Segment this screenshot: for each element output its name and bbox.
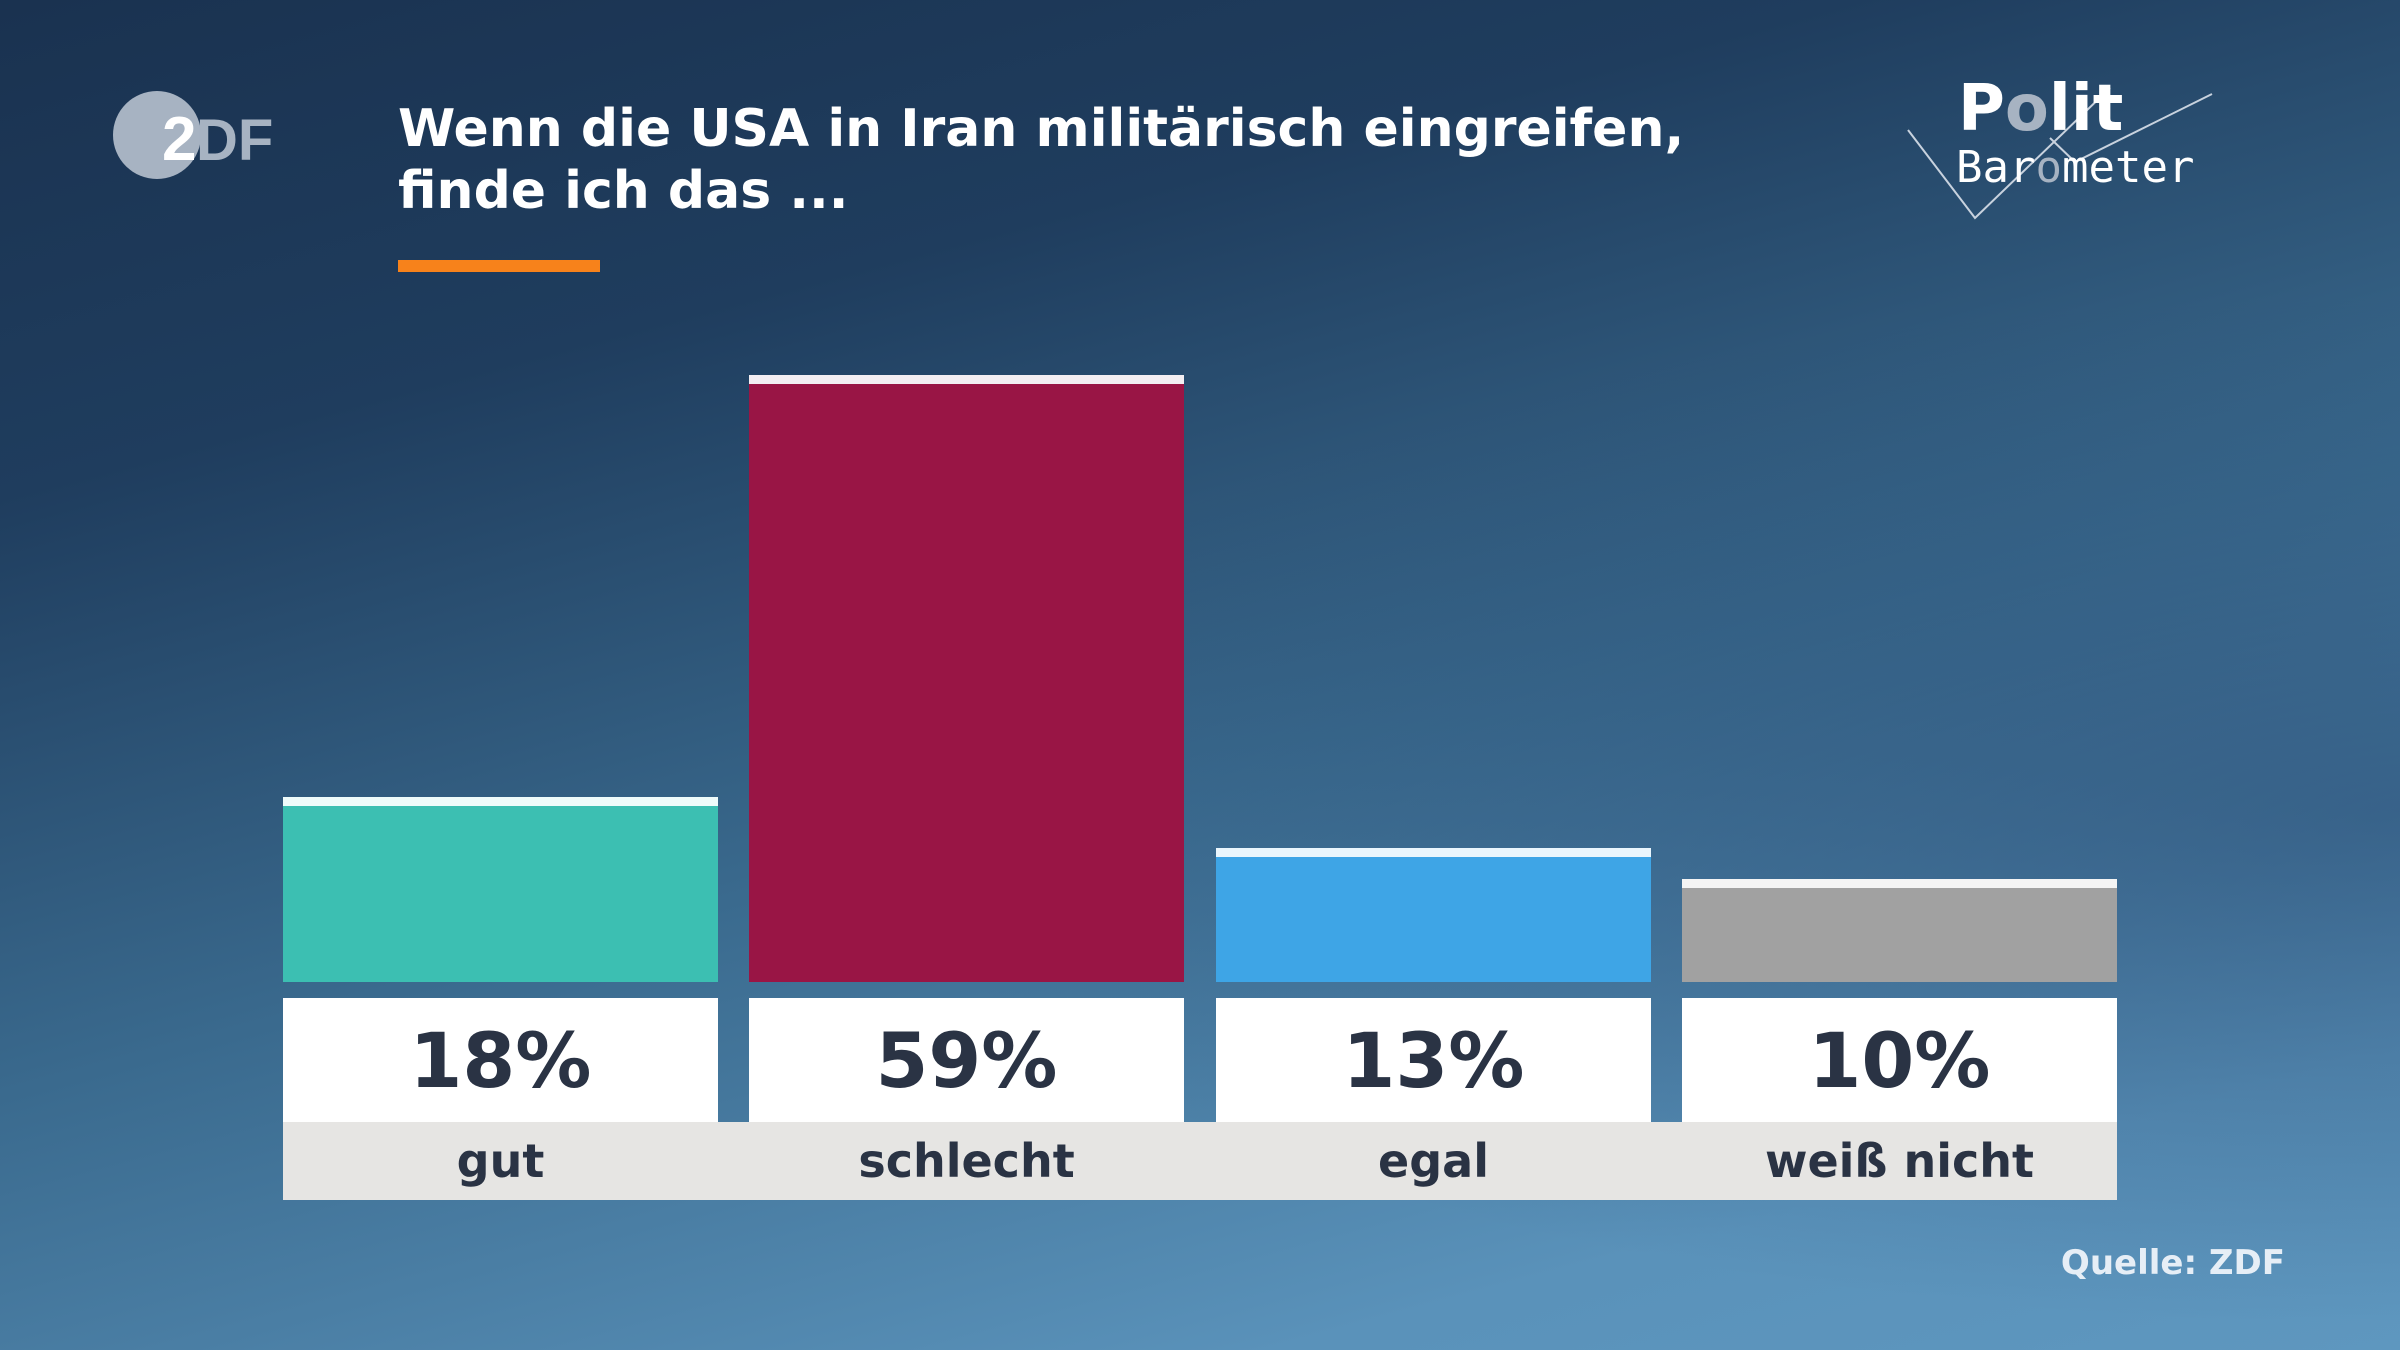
category-label: egal — [1378, 1134, 1489, 1188]
bar-3 — [1216, 848, 1651, 982]
bar-4 — [1682, 879, 2117, 982]
category-label-strip — [283, 1122, 2117, 1200]
svg-text:2: 2 — [162, 105, 196, 174]
bar-cap — [1682, 879, 2117, 889]
title-accent-bar — [398, 260, 600, 272]
bar-cap — [1216, 848, 1651, 858]
value-label: 18% — [283, 998, 718, 1122]
svg-text:DF: DF — [196, 108, 273, 173]
chart-title: Wenn die USA in Iran militärisch eingrei… — [398, 99, 1685, 221]
svg-text:Polit: Polit — [1958, 72, 2123, 146]
value-label: 10% — [1682, 998, 2117, 1122]
value-label: 13% — [1216, 998, 1651, 1122]
source-note: Quelle: ZDF — [2060, 1243, 2285, 1283]
category-label: schlecht — [858, 1134, 1075, 1188]
category-label: weiß nicht — [1764, 1134, 2035, 1188]
svg-text:Barometer: Barometer — [1956, 142, 2194, 193]
category-label: gut — [456, 1134, 545, 1188]
zdf-logo: 2 DF — [113, 91, 273, 179]
politbarometer-logo: Polit Barometer — [1907, 72, 2213, 220]
bar-cap — [283, 796, 718, 806]
value-label: 59% — [749, 998, 1184, 1122]
bar-1 — [283, 796, 718, 982]
bar-cap — [749, 375, 1184, 384]
bar-2 — [749, 375, 1184, 982]
